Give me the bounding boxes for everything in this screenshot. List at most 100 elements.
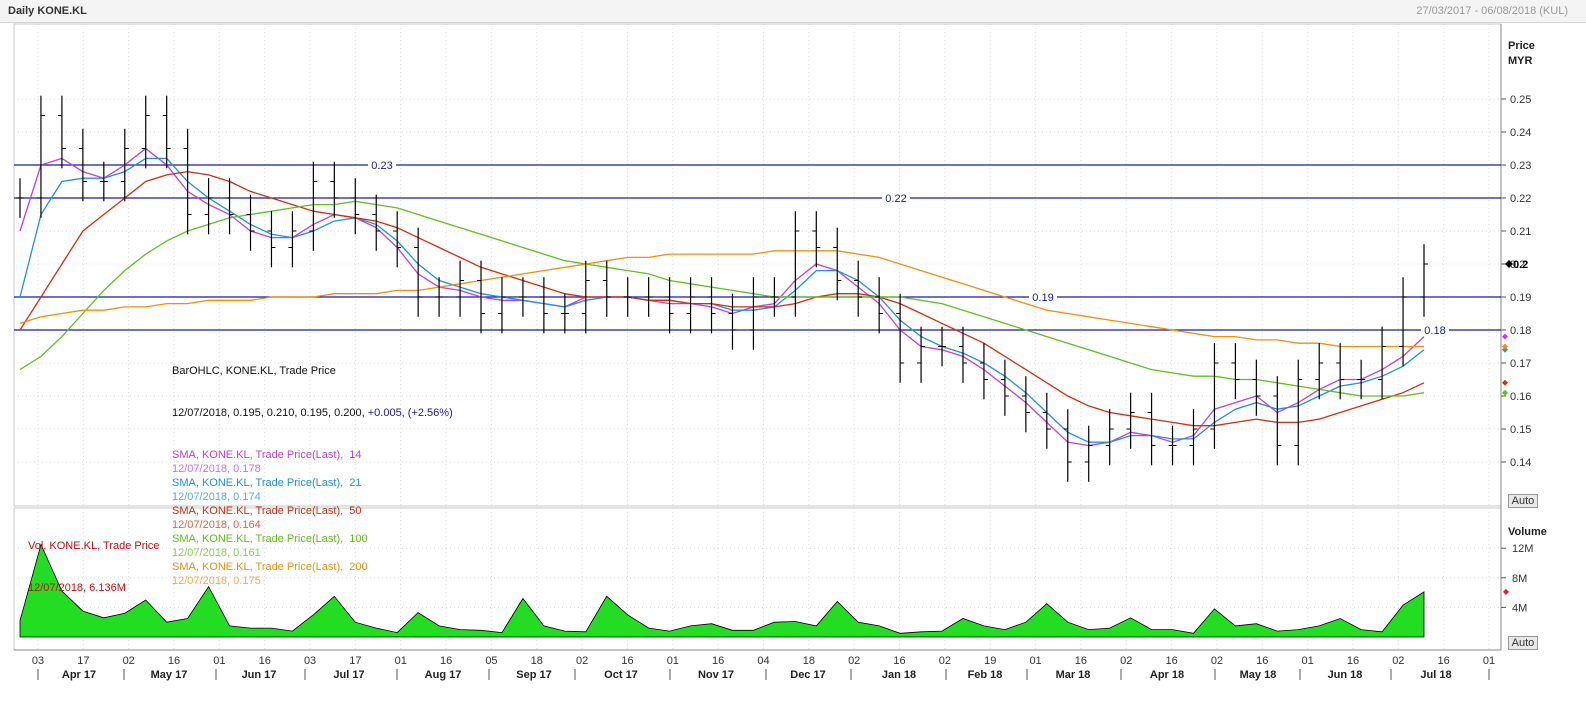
price-legend: BarOHLC, KONE.KL, Trade Price 12/07/2018… [172, 336, 453, 602]
price-tick-label: 0.21 [1510, 226, 1531, 238]
price-tick-label: 0.16 [1510, 391, 1531, 403]
x-month-label: May 17 [151, 669, 188, 681]
sma-legend-label: SMA, KONE.KL, Trade Price(Last), 200 [172, 561, 368, 573]
volume-legend-value: 12/07/2018, 6.136M [28, 582, 126, 594]
x-day-tick: 16 [440, 655, 452, 667]
sma-legend: SMA, KONE.KL, Trade Price(Last), 14 12/07… [172, 448, 453, 588]
x-day-tick: 04 [757, 655, 769, 667]
volume-tick-label: 8M [1512, 573, 1527, 585]
level-label-bg [1421, 323, 1449, 336]
bar-legend-title: BarOHLC, KONE.KL, Trade Price [172, 365, 336, 377]
price-tick-label: 0.23 [1510, 160, 1531, 172]
x-day-tick: 01 [667, 655, 679, 667]
x-day-tick: 01 [395, 655, 407, 667]
sma-legend-value: 12/07/2018, 0.175 [172, 575, 261, 587]
price-panel [13, 23, 1502, 507]
x-day-tick: 02 [1211, 655, 1223, 667]
bar-legend-values: 12/07/2018, 0.195, 0.210, 0.195, 0.200, [172, 407, 365, 419]
x-day-tick: 02 [123, 655, 135, 667]
x-day-tick: 03 [304, 655, 316, 667]
x-month-label: Nov 17 [698, 669, 734, 681]
price-tick-label: 0.2 [1510, 259, 1525, 271]
sma-line [19, 147, 1425, 447]
x-month-label: Sep 17 [516, 669, 551, 681]
sma-legend-value: 12/07/2018, 0.164 [172, 519, 261, 531]
sma-legend-value: 12/07/2018, 0.174 [172, 491, 261, 503]
x-day-tick: 17 [77, 655, 89, 667]
sma-legend-label: SMA, KONE.KL, Trade Price(Last), 21 [172, 477, 362, 489]
sma-legend-label: SMA, KONE.KL, Trade Price(Last), 14 [172, 449, 362, 461]
price-tick-label: 0.15 [1510, 424, 1531, 436]
axis-area [1501, 24, 1586, 650]
sma-line [19, 170, 1425, 427]
x-day-tick: 02 [576, 655, 588, 667]
x-month-label: Jul 17 [333, 669, 364, 681]
x-day-tick: 16 [1347, 655, 1359, 667]
volume-tick-label: 4M [1512, 602, 1527, 614]
bar-legend-change: +0.005, (+2.56%) [367, 407, 453, 419]
x-day-tick: 19 [984, 655, 996, 667]
sma-end-marker [1502, 346, 1508, 353]
x-day-tick: 01 [1483, 655, 1495, 667]
x-month-label: Apr 18 [1150, 669, 1184, 681]
sma-end-marker [1502, 333, 1508, 340]
x-month-label: Dec 17 [790, 669, 825, 681]
sma-line [19, 250, 1424, 348]
x-month-label: Apr 17 [62, 669, 96, 681]
volume-auto-scale-button[interactable]: Auto [1508, 636, 1538, 650]
last-price-marker [1505, 260, 1513, 268]
price-auto-scale-button[interactable]: Auto [1508, 494, 1538, 508]
sma-legend-value: 12/07/2018, 0.161 [172, 547, 261, 559]
sma-end-marker [1502, 343, 1508, 350]
level-label-bg [882, 191, 910, 204]
x-day-tick: 01 [1302, 655, 1314, 667]
x-month-label: Jun 17 [242, 669, 277, 681]
x-day-tick: 16 [712, 655, 724, 667]
price-tick-label: 0.14 [1510, 457, 1531, 469]
x-day-tick: 16 [1165, 655, 1177, 667]
x-day-tick: 01 [1029, 655, 1041, 667]
x-day-tick: 16 [1075, 655, 1087, 667]
date-range: 27/03/2017 - 06/08/2018 (KUL) [1416, 5, 1568, 17]
x-day-tick: 02 [848, 655, 860, 667]
x-day-tick: 16 [1438, 655, 1450, 667]
x-day-tick: 18 [531, 655, 543, 667]
level-label: 0.18 [1424, 325, 1445, 337]
price-tick-label: 0.22 [1510, 193, 1531, 205]
x-month-label: Jun 18 [1328, 669, 1363, 681]
x-day-tick: 16 [621, 655, 633, 667]
x-day-tick: 05 [485, 655, 497, 667]
price-tick-label: 0.24 [1510, 127, 1531, 139]
volume-tick-label: 12M [1512, 543, 1533, 555]
volume-legend-title: Vol, KONE.KL, Trade Price [28, 540, 160, 552]
price-tick-label: 0.19 [1510, 292, 1531, 304]
level-label: 0.19 [1032, 292, 1053, 304]
volume-legend: Vol, KONE.KL, Trade Price 12/07/2018, 6.… [28, 511, 159, 609]
x-day-tick: 16 [1256, 655, 1268, 667]
chart-title-bar: Daily KONE.KL 27/03/2017 - 06/08/2018 (K… [0, 0, 1586, 23]
x-day-tick: 01 [213, 655, 225, 667]
sma-line [19, 200, 1425, 397]
x-day-tick: 18 [803, 655, 815, 667]
price-axis-unit: MYR [1508, 55, 1533, 67]
sma-end-marker [1502, 379, 1508, 386]
sma-legend-value: 12/07/2018, 0.178 [172, 463, 261, 475]
x-day-tick: 17 [349, 655, 361, 667]
level-label: 0.23 [371, 160, 392, 172]
chart-title: Daily KONE.KL [8, 5, 87, 17]
x-day-tick: 16 [168, 655, 180, 667]
sma-legend-label: SMA, KONE.KL, Trade Price(Last), 100 [172, 533, 368, 545]
volume-axis-title: Volume [1508, 526, 1547, 538]
sma-end-marker [1502, 389, 1508, 396]
price-tick-label: 0.17 [1510, 358, 1531, 370]
x-day-tick: 02 [1392, 655, 1404, 667]
level-label: 0.22 [885, 193, 906, 205]
x-month-label: Feb 18 [968, 669, 1003, 681]
price-tick-label: 0.18 [1510, 325, 1531, 337]
price-axis-title: Price [1508, 40, 1535, 52]
price-tick-label: 0.25 [1510, 94, 1531, 106]
last-price-label: 0.2 [1513, 259, 1528, 271]
x-month-label: Jul 18 [1420, 669, 1451, 681]
x-day-tick: 16 [893, 655, 905, 667]
